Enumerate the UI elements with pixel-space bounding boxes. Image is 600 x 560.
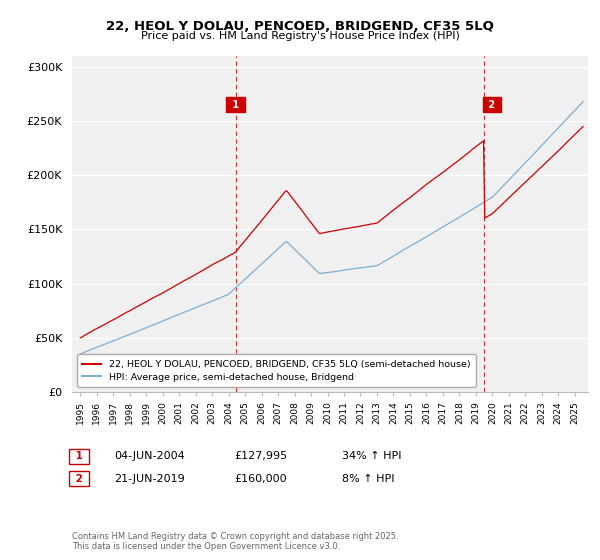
Text: Contains HM Land Registry data © Crown copyright and database right 2025.
This d: Contains HM Land Registry data © Crown c… [72,532,398,552]
Text: 1: 1 [229,100,242,110]
Text: 21-JUN-2019: 21-JUN-2019 [114,474,185,484]
Text: 2: 2 [72,474,86,484]
Text: £127,995: £127,995 [234,451,287,461]
Legend: 22, HEOL Y DOLAU, PENCOED, BRIDGEND, CF35 5LQ (semi-detached house), HPI: Averag: 22, HEOL Y DOLAU, PENCOED, BRIDGEND, CF3… [77,354,476,388]
Text: 1: 1 [72,451,86,461]
Text: 8% ↑ HPI: 8% ↑ HPI [342,474,395,484]
Text: £160,000: £160,000 [234,474,287,484]
Text: 2: 2 [485,100,499,110]
Text: Price paid vs. HM Land Registry's House Price Index (HPI): Price paid vs. HM Land Registry's House … [140,31,460,41]
Text: 22, HEOL Y DOLAU, PENCOED, BRIDGEND, CF35 5LQ: 22, HEOL Y DOLAU, PENCOED, BRIDGEND, CF3… [106,20,494,32]
Text: 04-JUN-2004: 04-JUN-2004 [114,451,185,461]
Text: 34% ↑ HPI: 34% ↑ HPI [342,451,401,461]
